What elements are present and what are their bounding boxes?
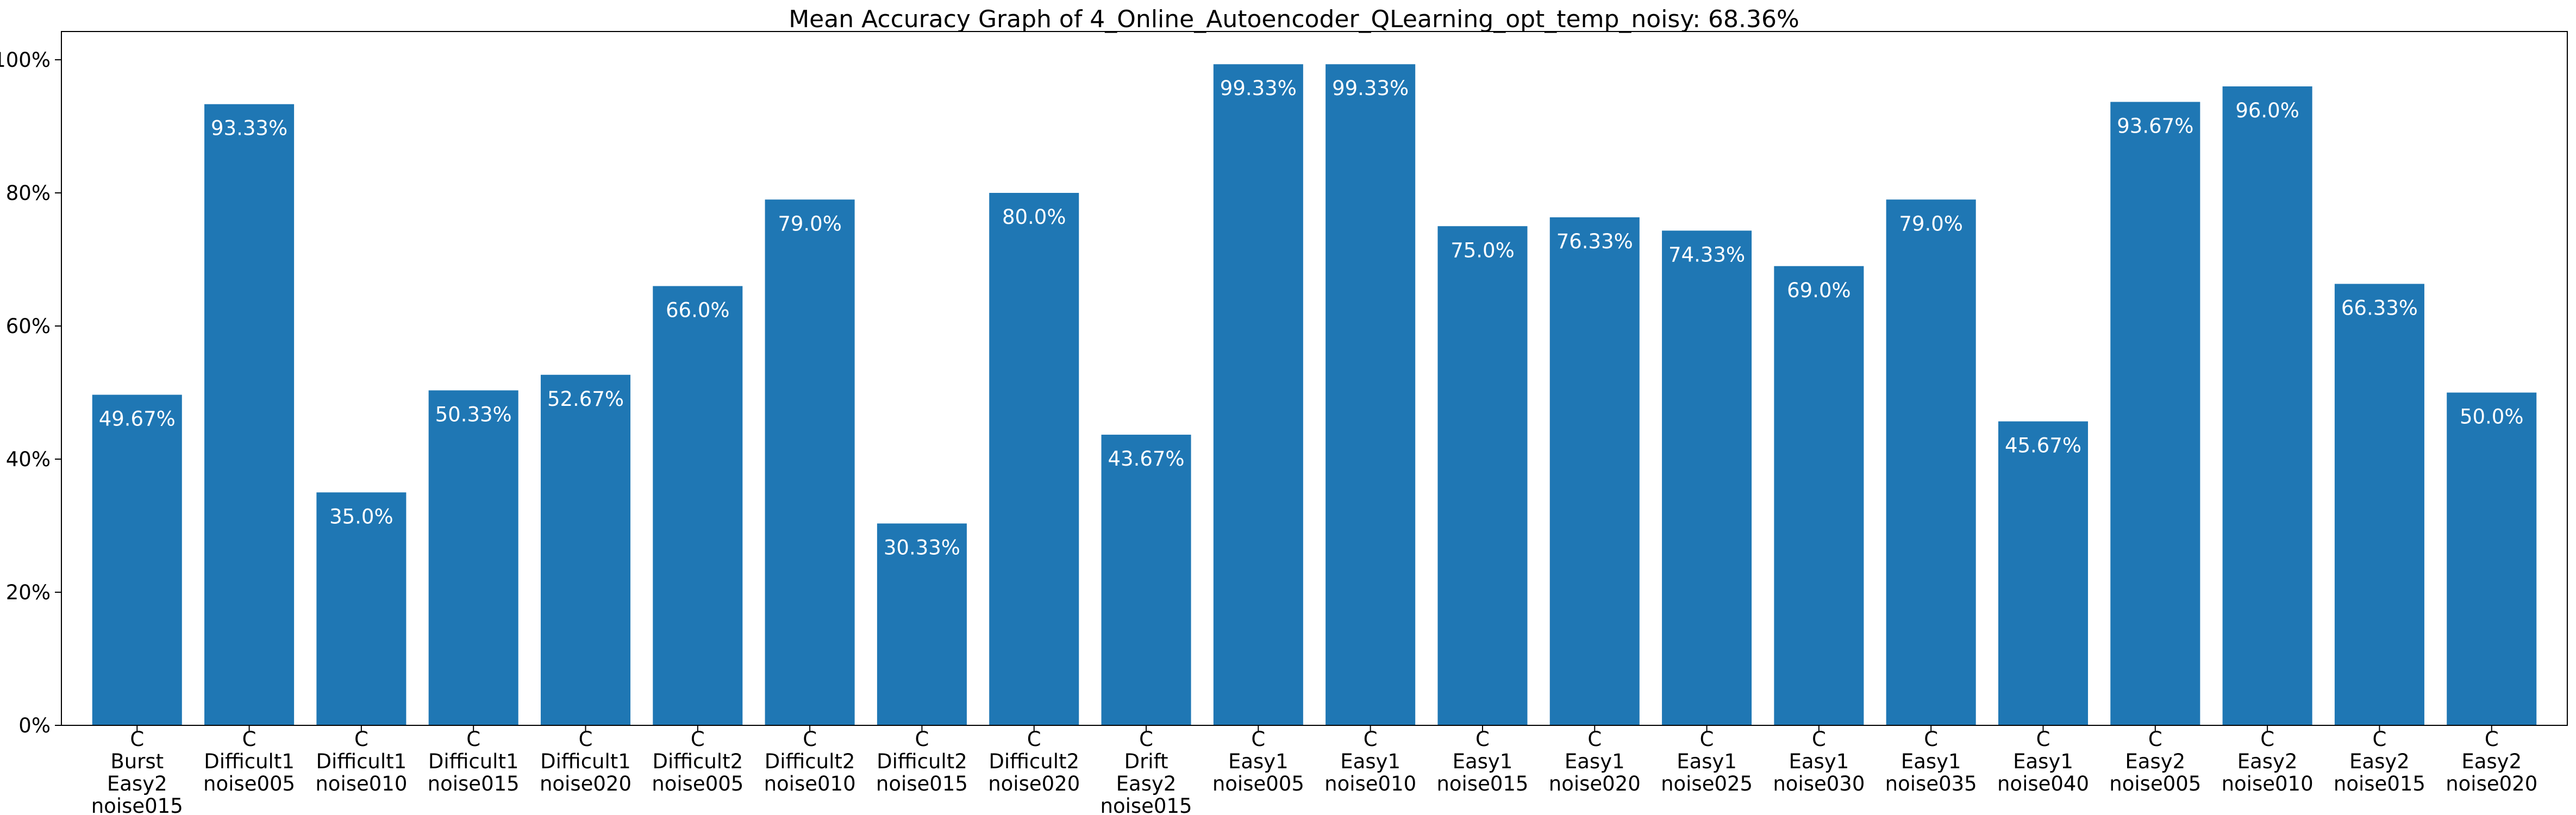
bar	[1886, 199, 1976, 725]
x-tick-label: C Easy1 noise025	[1661, 728, 1753, 795]
bar	[2222, 86, 2312, 725]
data-label: 50.33%	[435, 403, 512, 426]
y-tick-label: 80%	[6, 181, 51, 205]
bar	[1998, 421, 2089, 725]
data-label: 69.0%	[1787, 279, 1851, 302]
data-label: 43.67%	[1108, 447, 1184, 471]
plot-frame	[61, 31, 2568, 726]
bar	[1101, 435, 1191, 725]
x-tick-label: C Easy1 noise030	[1773, 728, 1865, 795]
x-tick-label: C Drift Easy2 noise015	[1101, 728, 1192, 815]
x-tick-label: C Easy1 noise020	[1549, 728, 1641, 795]
bar	[92, 394, 182, 725]
bar	[2110, 102, 2200, 726]
x-tick-label: C Difficult2 noise015	[876, 728, 968, 795]
x-tick-label: C Easy2 noise005	[2109, 728, 2201, 795]
chart-title: Mean Accuracy Graph of 4_Online_Autoenco…	[789, 5, 1799, 33]
y-tick-label: 40%	[6, 448, 51, 471]
x-axis: C Burst Easy2 noise015 C Difficult1 noise005 C D…	[91, 725, 2537, 815]
data-label: 74.33%	[1668, 243, 1745, 266]
bar	[316, 492, 407, 725]
data-label: 35.0%	[329, 505, 393, 528]
bar	[877, 523, 967, 725]
data-label: 93.33%	[211, 117, 287, 140]
y-tick-label: 20%	[6, 581, 51, 604]
data-label: 66.33%	[2341, 296, 2418, 319]
data-label: 66.0%	[666, 299, 730, 322]
bar	[1549, 217, 1640, 725]
data-label: 49.67%	[99, 408, 176, 431]
data-label: 96.0%	[2235, 99, 2299, 122]
x-tick-label: C Easy1 noise010	[1324, 728, 1416, 795]
x-tick-label: C Easy2 noise020	[2446, 728, 2537, 795]
bar	[2447, 392, 2537, 725]
x-tick-label: C Burst Easy2 noise015	[91, 728, 183, 815]
data-label: 99.33%	[1220, 77, 1297, 100]
bar	[2334, 284, 2424, 725]
y-tick-label: 0%	[18, 714, 51, 737]
data-labels: 49.67% 93.33% 35.0% 50.33% 52.67% 66.0% 79.0% 3…	[99, 77, 2524, 559]
x-tick-label: C Difficult2 noise010	[764, 728, 856, 795]
y-tick-label: 100%	[0, 48, 51, 72]
x-tick-label: C Difficult2 noise005	[652, 728, 743, 795]
x-tick-label: C Easy1 noise005	[1212, 728, 1304, 795]
data-label: 79.0%	[1899, 212, 1963, 235]
bar	[1437, 226, 1528, 725]
data-label: 79.0%	[778, 212, 842, 235]
bar	[540, 374, 631, 725]
bar	[1774, 266, 1864, 725]
x-tick-label: C Difficult1 noise005	[203, 728, 295, 795]
bar	[204, 104, 295, 725]
data-label: 93.67%	[2117, 115, 2193, 138]
y-axis: 0% 20% 40% 60% 80% 100%	[0, 48, 61, 737]
data-label: 76.33%	[1556, 230, 1633, 253]
bar	[1213, 64, 1303, 725]
data-label: 99.33%	[1332, 77, 1409, 100]
x-tick-label: C Easy1 noise035	[1885, 728, 1977, 795]
data-label: 75.0%	[1450, 239, 1515, 262]
bar	[1662, 230, 1752, 725]
bars	[92, 64, 2537, 726]
x-tick-label: C Easy2 noise010	[2222, 728, 2314, 795]
bar	[1325, 64, 1416, 725]
bar	[765, 199, 855, 725]
x-tick-label: C Difficult1 noise010	[315, 728, 407, 795]
data-label: 50.0%	[2460, 405, 2524, 429]
data-label: 52.67%	[547, 387, 624, 411]
data-label: 80.0%	[1002, 205, 1066, 229]
data-label: 30.33%	[884, 536, 960, 559]
data-label: 45.67%	[2005, 434, 2081, 457]
x-tick-label: C Easy2 noise015	[2334, 728, 2425, 795]
x-tick-label: C Difficult1 noise015	[428, 728, 520, 795]
bar	[428, 390, 518, 725]
bar	[653, 286, 743, 725]
x-tick-label: C Easy1 noise040	[1997, 728, 2089, 795]
x-tick-label: C Difficult1 noise020	[540, 728, 632, 795]
y-tick-label: 60%	[6, 315, 51, 338]
x-tick-label: C Easy1 noise015	[1436, 728, 1528, 795]
bar	[989, 193, 1079, 725]
x-tick-label: C Difficult2 noise020	[988, 728, 1080, 795]
